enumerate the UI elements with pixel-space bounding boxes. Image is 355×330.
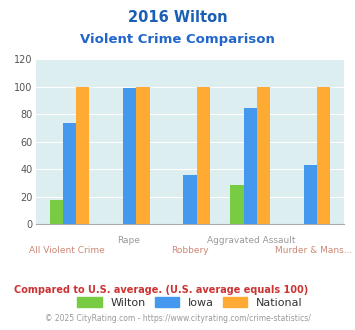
Bar <box>136 87 149 224</box>
Text: 2016 Wilton: 2016 Wilton <box>128 10 227 25</box>
Text: Violent Crime Comparison: Violent Crime Comparison <box>80 33 275 46</box>
Text: Aggravated Assault: Aggravated Assault <box>207 236 296 245</box>
Bar <box>244 108 257 224</box>
Text: © 2025 CityRating.com - https://www.cityrating.com/crime-statistics/: © 2025 CityRating.com - https://www.city… <box>45 314 310 323</box>
Text: Robbery: Robbery <box>171 246 209 255</box>
Bar <box>183 175 197 224</box>
Bar <box>123 88 136 224</box>
Legend: Wilton, Iowa, National: Wilton, Iowa, National <box>73 293 307 312</box>
Text: Murder & Mans...: Murder & Mans... <box>275 246 352 255</box>
Text: All Violent Crime: All Violent Crime <box>28 246 104 255</box>
Bar <box>63 123 76 224</box>
Bar <box>76 87 89 224</box>
Bar <box>50 200 63 224</box>
Bar <box>317 87 330 224</box>
Bar <box>230 184 244 224</box>
Bar <box>197 87 210 224</box>
Text: Rape: Rape <box>117 236 140 245</box>
Bar <box>304 165 317 224</box>
Text: Compared to U.S. average. (U.S. average equals 100): Compared to U.S. average. (U.S. average … <box>14 285 308 295</box>
Bar <box>257 87 270 224</box>
